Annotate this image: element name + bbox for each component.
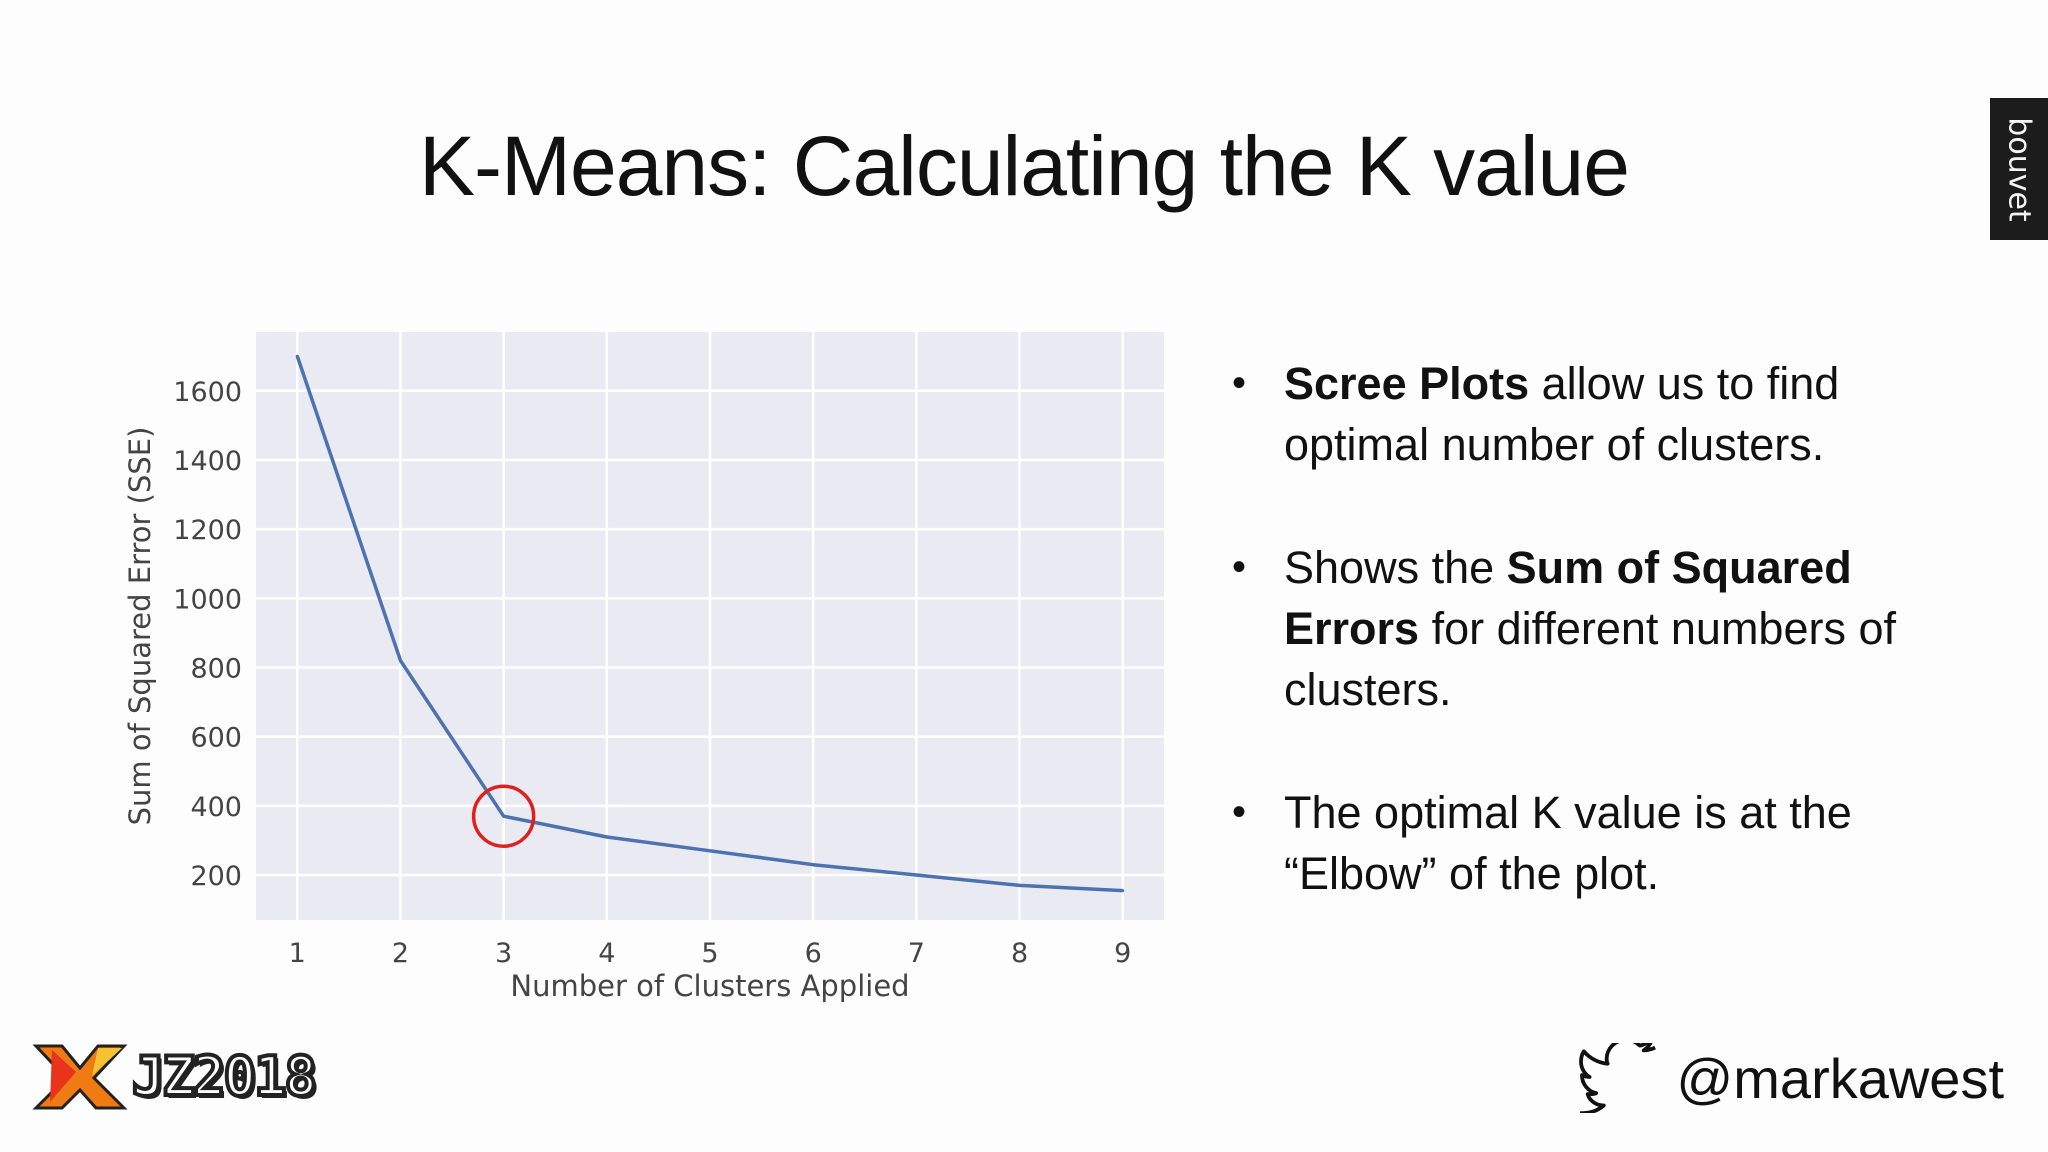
data-point [811, 863, 815, 867]
slide-title: K-Means: Calculating the K value [419, 119, 1630, 213]
brand-label: bouvet [2001, 116, 2037, 222]
data-point [398, 659, 402, 663]
y-tick-label: 1600 [173, 377, 242, 408]
y-tick-label: 200 [190, 861, 242, 892]
data-point [708, 849, 712, 853]
data-point [1121, 889, 1125, 893]
x-axis-label: Number of Clusters Applied [510, 969, 909, 1003]
jz-x-logo-icon [32, 1044, 128, 1110]
x-tick-label: 2 [392, 938, 409, 969]
bullet-item: The optimal K value is at the “Elbow” of… [1232, 782, 1972, 904]
bouvet-logo: bouvet [1990, 98, 2048, 240]
x-tick-label: 4 [598, 938, 615, 969]
bullet-bold-text: Scree Plots [1284, 358, 1530, 409]
bullet-text: The optimal K value is at the “Elbow” of… [1284, 787, 1852, 899]
x-tick-label: 1 [289, 938, 306, 969]
bullet-text: allow us to find optimal number of clust… [1284, 358, 1840, 470]
x-tick-label: 3 [495, 938, 512, 969]
x-tick-label: 8 [1011, 938, 1028, 969]
y-tick-label: 1400 [173, 446, 242, 477]
bullet-item: Scree Plots allow us to find optimal num… [1232, 353, 1972, 475]
event-logo-text: JZ2018 [130, 1043, 319, 1110]
y-tick-label: 1200 [173, 515, 242, 546]
bullet-item: Shows the Sum of Squared Errors for diff… [1232, 537, 1972, 720]
data-point [295, 354, 299, 358]
x-tick-label: 5 [701, 938, 718, 969]
bullet-list: Scree Plots allow us to find optimal num… [1232, 353, 1972, 966]
twitter-bird-icon [1579, 1043, 1657, 1113]
event-logo: JZ2018 [32, 1040, 319, 1112]
x-tick-label: 6 [805, 938, 822, 969]
data-point [502, 814, 506, 818]
bullet-text: Shows the [1284, 542, 1507, 593]
bullet-text: for different numbers of clusters. [1284, 603, 1896, 715]
twitter-handle: @markawest [1676, 1046, 2004, 1110]
data-point [605, 835, 609, 839]
elbow-highlight-circle [471, 784, 536, 848]
y-tick-label: 600 [190, 723, 242, 754]
twitter-handle-block: @markawest [1578, 1043, 2004, 1113]
y-tick-label: 1000 [173, 584, 242, 615]
bullet-bold-text: Sum of Squared Errors [1284, 542, 1852, 654]
y-axis-label: Sum of Squared Error (SSE) [123, 427, 157, 826]
y-tick-label: 400 [190, 792, 242, 823]
x-tick-label: 7 [908, 938, 925, 969]
y-tick-label: 800 [190, 654, 242, 685]
data-point [914, 873, 918, 877]
scree-plot: 1 2 3 4 5 6 7 8 9 200 400 600 800 1000 1200 1400 1600 N… [123, 332, 1164, 1003]
data-point [1018, 883, 1022, 887]
x-tick-label: 9 [1114, 938, 1131, 969]
